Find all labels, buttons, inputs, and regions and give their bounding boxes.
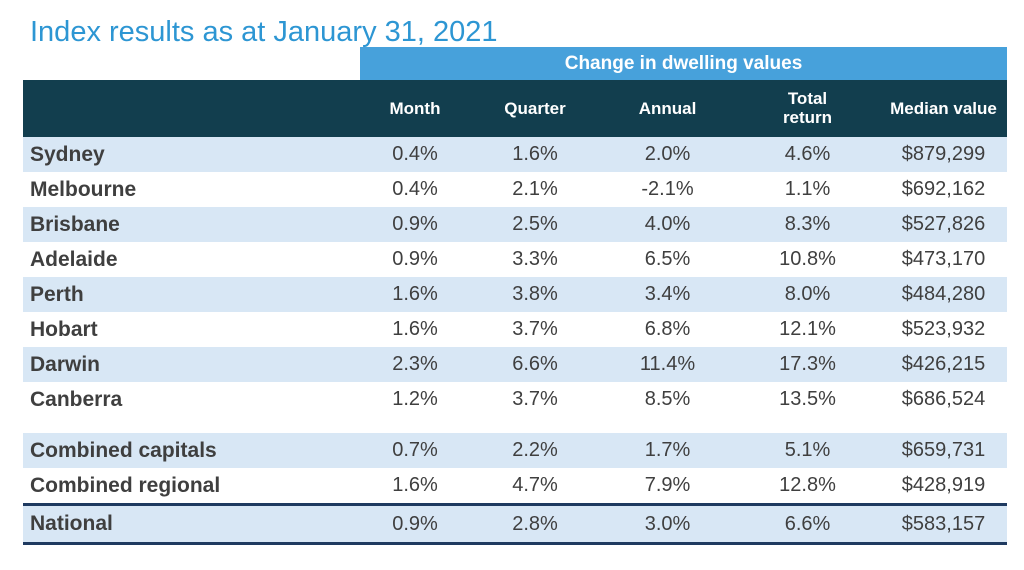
column-header-median-value: Median value [890,98,997,118]
month-value: 2.3% [392,353,438,375]
annual-value: 6.8% [644,318,691,340]
region-label: Melbourne [30,177,137,201]
total-return-value: 13.5% [779,388,836,410]
total-return-value: 8.0% [784,283,831,305]
table-row: Combined capitals 0.7% 2.2% 1.7% 5.1% $6… [23,433,1007,468]
region-label: Brisbane [30,212,120,236]
month-value: 1.2% [392,388,438,410]
band-header-label: Change in dwelling values [564,52,803,74]
annual-value: 3.4% [644,283,691,305]
band-header: Change in dwelling values [360,47,1007,80]
month-value: 1.6% [392,474,438,496]
annual-value: 3.0% [644,512,691,535]
month-value: 1.6% [392,318,438,340]
median-value: $484,280 [901,283,986,305]
quarter-value: 3.7% [512,318,558,340]
table-row: Combined regional 1.6% 4.7% 7.9% 12.8% $… [23,468,1007,503]
median-value: $523,932 [901,318,986,340]
column-header-total-return-label: Total return [782,88,833,128]
median-value: $692,162 [901,178,986,200]
section-gap [23,417,1007,433]
table-row: National 0.9% 2.8% 3.0% 6.6% $583,157 [23,503,1007,545]
region-label: Combined regional [30,473,221,497]
region-label: Adelaide [30,247,118,271]
month-value: 0.9% [392,213,438,235]
column-header-month: Month [389,98,441,118]
median-value: $686,524 [901,388,986,410]
month-value: 0.4% [392,143,438,165]
quarter-value: 2.8% [512,512,558,535]
quarter-value: 3.3% [512,248,558,270]
region-label: Darwin [30,352,101,376]
annual-value: 7.9% [644,474,691,496]
quarter-value: 1.6% [512,143,558,165]
quarter-value: 2.1% [512,178,558,200]
quarter-value: 2.2% [512,439,558,461]
annual-value: 11.4% [639,353,696,375]
median-value: $527,826 [901,213,986,235]
index-results-table: Change in dwelling values Month Quarter … [23,47,1007,545]
region-label: Perth [30,282,84,306]
quarter-value: 3.8% [512,283,558,305]
month-value: 0.9% [392,512,438,535]
annual-value: 2.0% [644,143,691,165]
total-return-value: 4.6% [784,143,831,165]
total-return-value: 1.1% [784,178,831,200]
table-row: Adelaide 0.9% 3.3% 6.5% 10.8% $473,170 [23,242,1007,277]
total-return-value: 5.1% [784,439,831,461]
table-row: Perth 1.6% 3.8% 3.4% 8.0% $484,280 [23,277,1007,312]
table-row: Brisbane 0.9% 2.5% 4.0% 8.3% $527,826 [23,207,1007,242]
annual-value: -2.1% [641,178,694,200]
table-row: Sydney 0.4% 1.6% 2.0% 4.6% $879,299 [23,137,1007,172]
table-row: Canberra 1.2% 3.7% 8.5% 13.5% $686,524 [23,382,1007,417]
column-header-total-return: Total return [735,89,880,129]
quarter-value: 4.7% [512,474,558,496]
total-return-value: 12.1% [779,318,836,340]
median-value: $583,157 [901,512,986,535]
total-return-value: 17.3% [779,353,836,375]
page-title: Index results as at January 31, 2021 [30,16,498,48]
total-return-value: 10.8% [779,248,836,270]
total-return-value: 8.3% [784,213,831,235]
region-label: Hobart [30,317,98,341]
median-value: $428,919 [901,474,986,496]
quarter-value: 6.6% [512,353,558,375]
column-header-quarter: Quarter [504,98,566,118]
column-header-annual: Annual [638,98,697,118]
median-value: $659,731 [901,439,986,461]
median-value: $473,170 [901,248,986,270]
total-return-value: 12.8% [779,474,836,496]
annual-value: 6.5% [644,248,691,270]
table-row: Darwin 2.3% 6.6% 11.4% 17.3% $426,215 [23,347,1007,382]
table-row: Hobart 1.6% 3.7% 6.8% 12.1% $523,932 [23,312,1007,347]
table-header-row: Month Quarter Annual Total return Median… [23,80,1007,137]
month-value: 0.9% [392,248,438,270]
month-value: 1.6% [392,283,438,305]
month-value: 0.7% [392,439,438,461]
quarter-value: 3.7% [512,388,558,410]
region-label: National [30,512,113,535]
annual-value: 8.5% [644,388,691,410]
region-label: Combined capitals [30,438,217,462]
median-value: $426,215 [901,353,986,375]
total-return-value: 6.6% [784,512,831,535]
table-row: Melbourne 0.4% 2.1% -2.1% 1.1% $692,162 [23,172,1007,207]
table-body: Sydney 0.4% 1.6% 2.0% 4.6% $879,299 Melb… [23,137,1007,545]
median-value: $879,299 [901,143,986,165]
annual-value: 1.7% [644,439,691,461]
annual-value: 4.0% [644,213,691,235]
region-label: Canberra [30,387,123,411]
region-label: Sydney [30,142,105,166]
quarter-value: 2.5% [512,213,558,235]
month-value: 0.4% [392,178,438,200]
